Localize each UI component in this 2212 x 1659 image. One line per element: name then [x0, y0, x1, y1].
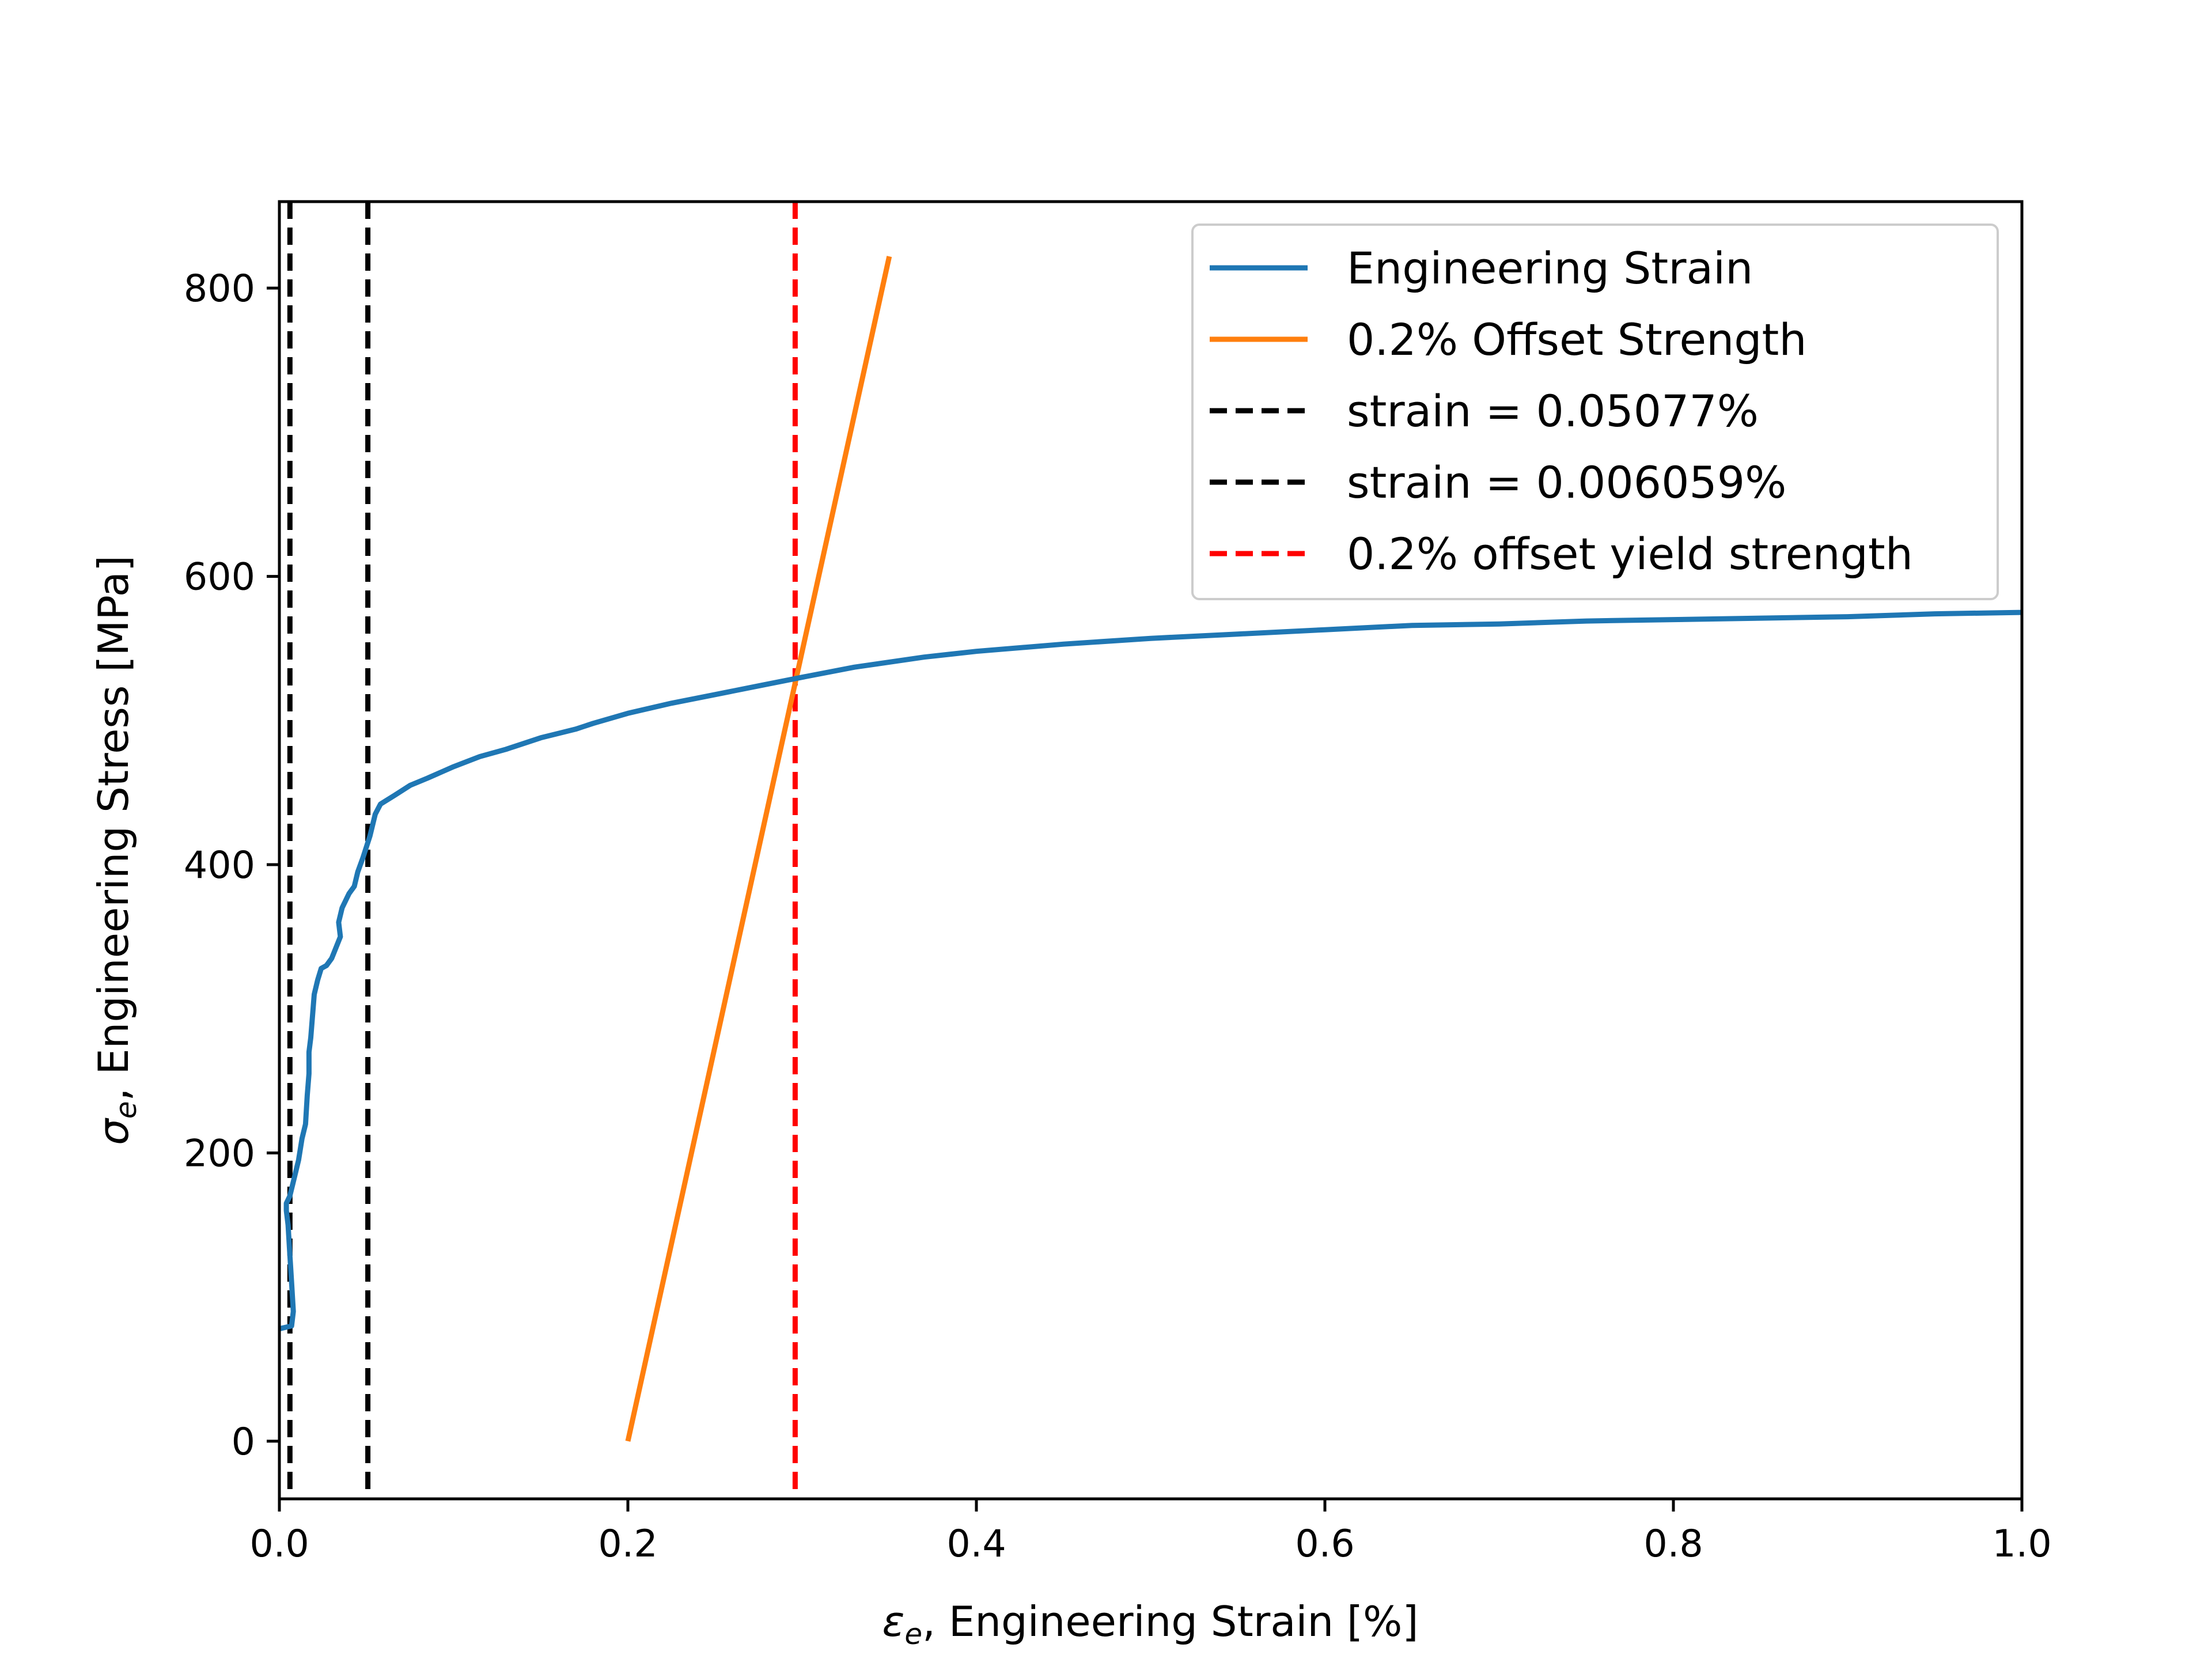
- series-layer: [278, 202, 2022, 1499]
- x-tick-label: 0.4: [946, 1522, 1006, 1566]
- y-tick-label: 200: [184, 1132, 255, 1175]
- legend-label: 0.2% offset yield strength: [1347, 528, 1913, 579]
- series-line-0-2-offset-strength: [625, 256, 892, 1442]
- x-tick-label: 0.2: [598, 1522, 657, 1566]
- y-axis: 0 200 400 600 800: [184, 267, 279, 1464]
- x-tick-label: 0.8: [1643, 1522, 1703, 1566]
- y-tick-label: 0: [232, 1421, 255, 1464]
- y-tick-label: 600: [184, 556, 255, 599]
- legend: Engineering Strain 0.2% Offset Strength st…: [1191, 224, 1999, 600]
- x-axis-label: εe, Engineering Strain [%]: [882, 1597, 1418, 1651]
- y-axis-label-symbol: σ: [89, 1118, 138, 1145]
- legend-label: strain = 0.05077%: [1347, 385, 1759, 437]
- legend-box: [1191, 224, 1999, 600]
- y-tick-label: 400: [184, 844, 255, 887]
- x-tick-label: 0.0: [249, 1522, 309, 1566]
- legend-items: Engineering Strain 0.2% Offset Strength st…: [1210, 243, 1913, 579]
- x-tick-label: 0.6: [1295, 1522, 1354, 1566]
- legend-label: strain = 0.006059%: [1347, 457, 1786, 508]
- x-tick-label: 1.0: [1992, 1522, 2051, 1566]
- y-axis-label: σe, Engineering Stress [MPa]: [89, 555, 143, 1145]
- y-tick-label: 800: [184, 267, 255, 310]
- x-axis: 0.0 0.2 0.4 0.6 0.8 1.0: [249, 1499, 2052, 1566]
- series-line-engineering-strain: [278, 609, 2022, 1332]
- legend-label: 0.2% Offset Strength: [1347, 314, 1806, 365]
- plot-frame: [278, 200, 2024, 1501]
- x-axis-label-subscript: e: [904, 1618, 922, 1651]
- y-axis-label-text: , Engineering Stress [MPa]: [89, 555, 138, 1101]
- y-axis-label-subscript: e: [109, 1101, 143, 1119]
- x-axis-label-symbol: ε: [882, 1597, 904, 1646]
- x-axis-label-text: , Engineering Strain [%]: [922, 1597, 1418, 1646]
- legend-label: Engineering Strain: [1347, 243, 1753, 294]
